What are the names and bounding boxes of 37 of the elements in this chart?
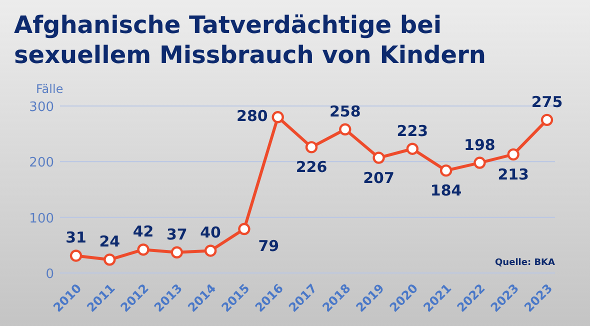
point bbox=[70, 250, 82, 262]
chart-title: Afghanische Tatverdächtige bei sexuellem Missbrauch von Kindern bbox=[14, 11, 486, 69]
data-label: 42 bbox=[132, 222, 154, 241]
point bbox=[406, 142, 419, 155]
data-label: 280 bbox=[236, 107, 268, 126]
point bbox=[272, 111, 284, 124]
data-label: 37 bbox=[166, 225, 188, 244]
y-tick-label: 300 bbox=[29, 100, 54, 115]
data-label: 213 bbox=[498, 165, 530, 184]
annotation: Quelle: BKA bbox=[495, 258, 556, 268]
point bbox=[507, 148, 520, 161]
point bbox=[204, 244, 217, 257]
data-label: 79 bbox=[258, 237, 280, 256]
point bbox=[104, 254, 116, 266]
data-label: 258 bbox=[329, 102, 361, 120]
point bbox=[137, 244, 150, 256]
data-label: 198 bbox=[464, 136, 496, 154]
data-label: 226 bbox=[296, 158, 328, 176]
data-label: 31 bbox=[66, 228, 86, 247]
point bbox=[440, 164, 452, 177]
point bbox=[238, 222, 250, 236]
data-label: 275 bbox=[531, 92, 563, 111]
data-label: 40 bbox=[200, 224, 222, 242]
y-axis-title: Fälle bbox=[36, 82, 64, 96]
point bbox=[339, 123, 352, 136]
point bbox=[540, 114, 554, 126]
point bbox=[305, 141, 318, 154]
point bbox=[372, 152, 385, 164]
y-tick-label: 100 bbox=[29, 211, 54, 226]
data-label: 184 bbox=[430, 182, 462, 200]
y-tick-label: 0 bbox=[46, 267, 54, 282]
y-tick-label: 200 bbox=[29, 156, 54, 171]
data-label: 207 bbox=[363, 168, 394, 187]
point bbox=[474, 156, 486, 169]
point bbox=[170, 246, 184, 259]
data-label: 223 bbox=[396, 122, 428, 140]
data-label: 24 bbox=[99, 232, 120, 251]
